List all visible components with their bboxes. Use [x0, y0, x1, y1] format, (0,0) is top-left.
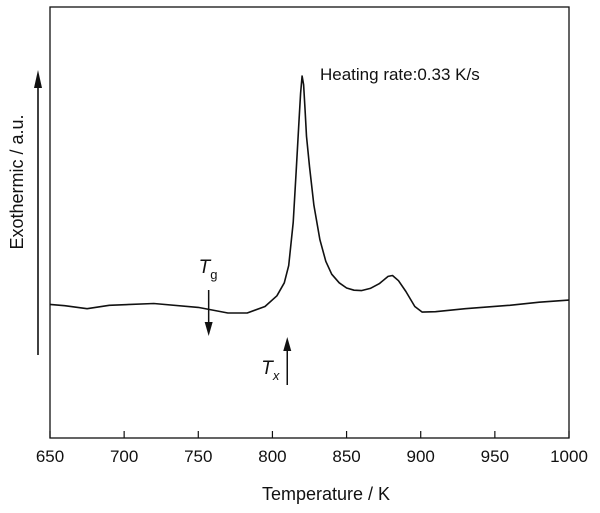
- y-axis-arrow-head: [34, 70, 42, 88]
- dsc-curve: [49, 75, 570, 314]
- x-tick-label: 650: [36, 447, 64, 466]
- x-tick-label: 1000: [550, 447, 588, 466]
- transition-markers: Tg Tx: [199, 257, 292, 385]
- x-axis-ticks: 650 700 750 800 850 900 950 1000: [36, 431, 588, 466]
- x-axis-label: Temperature / K: [262, 484, 390, 504]
- y-axis-label: Exothermic / a.u.: [7, 114, 27, 249]
- x-tick-label: 900: [407, 447, 435, 466]
- x-tick-label: 850: [332, 447, 360, 466]
- x-tick-label: 950: [481, 447, 509, 466]
- marker-arrow-head: [204, 322, 213, 336]
- marker-tg: Tg: [199, 257, 218, 336]
- x-tick-label: 750: [184, 447, 212, 466]
- heating-rate-annotation: Heating rate:0.33 K/s: [320, 65, 480, 84]
- marker-arrow-head: [283, 337, 292, 351]
- marker-tx: Tx: [261, 337, 292, 385]
- x-tick-label: 800: [258, 447, 286, 466]
- x-tick-label: 700: [110, 447, 138, 466]
- marker-label: Tx: [261, 358, 280, 383]
- plot-frame: [49, 6, 570, 439]
- marker-label: Tg: [199, 257, 218, 282]
